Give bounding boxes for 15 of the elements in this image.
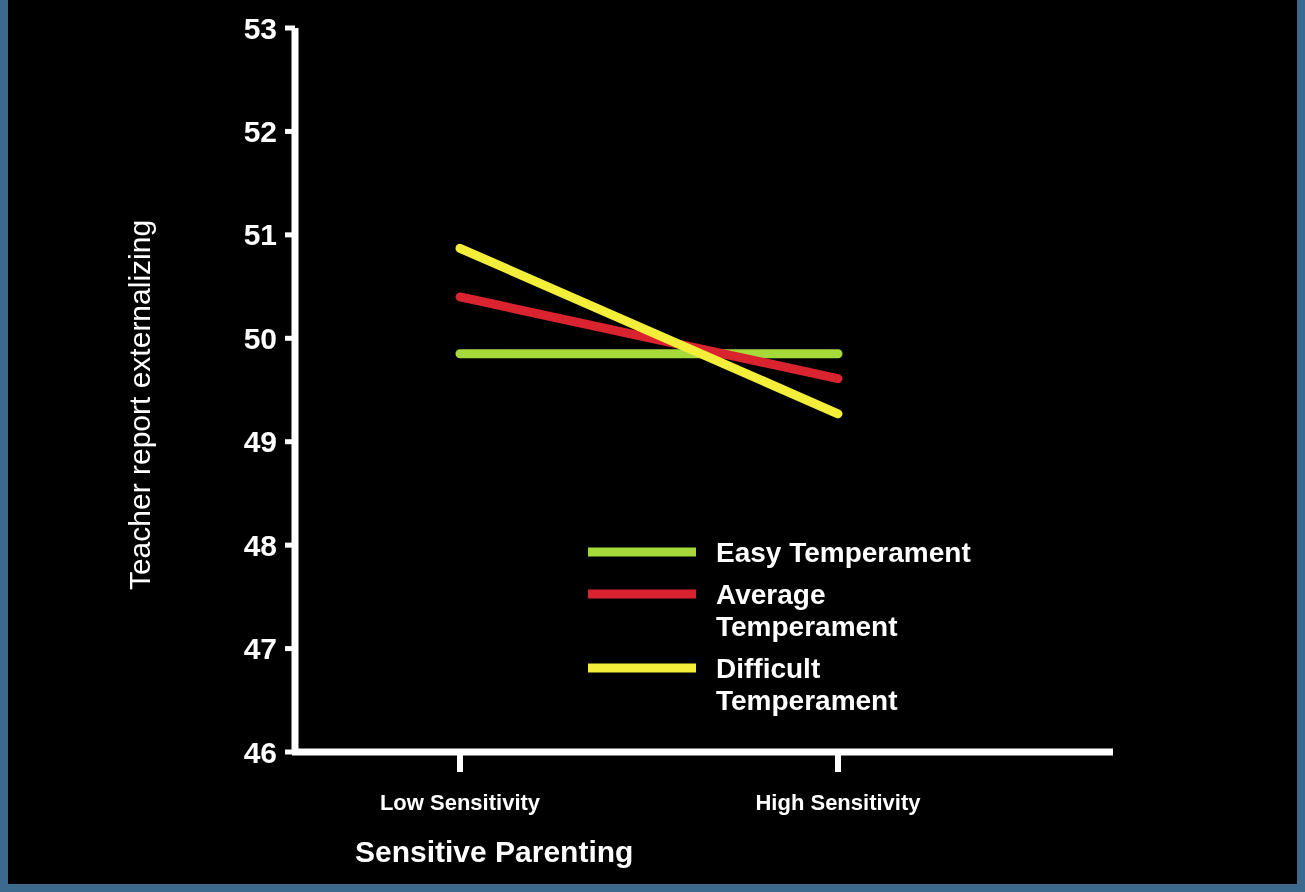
y-tick-label: 48 [243, 528, 277, 562]
x-axis-title: Sensitive Parenting [355, 835, 634, 868]
y-tick-label: 53 [243, 11, 277, 45]
x-tick-label: High Sensitivity [755, 790, 922, 815]
y-tick-label: 52 [243, 114, 277, 148]
y-tick-label: 49 [243, 425, 277, 459]
x-tick-label: Low Sensitivity [379, 790, 541, 815]
y-axis-title: Teacher report externalizing [123, 219, 156, 591]
y-tick-label: 51 [243, 218, 277, 252]
y-tick-label: 47 [243, 632, 277, 666]
legend-label: Easy Temperament [716, 537, 971, 568]
legend-label: Average Temperament [716, 579, 898, 642]
y-tick-label: 46 [243, 735, 277, 769]
y-tick-label: 50 [243, 321, 277, 355]
legend-label: Difficult Temperament [716, 653, 898, 716]
